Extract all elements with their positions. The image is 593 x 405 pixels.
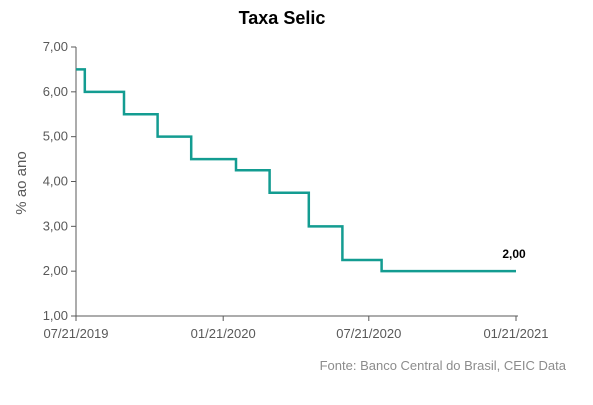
chart-title: Taxa Selic [239,8,326,28]
data-labels: 2,00 [502,247,526,261]
selic-step-line [76,68,516,273]
x-tick-label: 07/21/2020 [336,326,401,341]
y-axis: 1,00 2,00 3,00 4,00 5,00 6,00 7,00 [43,39,77,323]
plot-series [76,68,516,273]
source-note: Fonte: Banco Central do Brasil, CEIC Dat… [320,358,567,373]
y-tick-label: 5,00 [43,129,68,144]
y-tick-label: 1,00 [43,308,68,323]
data-label: 2,00 [502,247,526,261]
y-tick-label: 4,00 [43,174,68,189]
y-axis-label: % ao ano [13,151,30,214]
y-tick-label: 3,00 [43,218,68,233]
y-tick-label: 7,00 [43,39,68,54]
x-tick-label: 01/21/2021 [483,326,548,341]
x-tick-label: 01/21/2020 [191,326,256,341]
y-tick-label: 6,00 [43,84,68,99]
x-tick-label: 07/21/2019 [43,326,108,341]
y-tick-label: 2,00 [43,263,68,278]
x-axis: 07/21/2019 01/21/2020 07/21/2020 01/21/2021 [43,315,549,341]
